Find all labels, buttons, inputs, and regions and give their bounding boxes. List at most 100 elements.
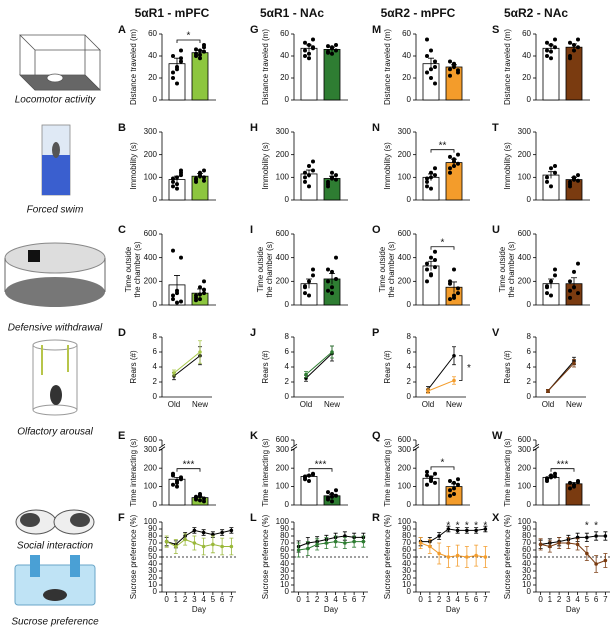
y-tick-label: 2 bbox=[153, 377, 158, 386]
y-tick-label: 100 bbox=[144, 172, 158, 181]
x-tick-label: Old bbox=[300, 400, 312, 409]
significance-label: * bbox=[465, 521, 469, 532]
y-tick-label: 0 bbox=[153, 95, 158, 104]
data-point bbox=[175, 300, 179, 305]
data-point bbox=[307, 56, 311, 61]
panel-letter: D bbox=[118, 327, 126, 339]
data-point bbox=[307, 173, 311, 178]
data-point bbox=[568, 56, 572, 61]
y-tick-label: 60 bbox=[148, 545, 157, 554]
data-point bbox=[429, 255, 433, 260]
significance-label: * bbox=[467, 363, 471, 374]
y-tick-label: 50 bbox=[522, 552, 531, 561]
data-point bbox=[576, 479, 580, 484]
y-tick-label: 600 bbox=[144, 435, 158, 444]
data-point bbox=[171, 248, 175, 253]
data-point bbox=[303, 291, 307, 296]
data-point bbox=[452, 480, 456, 485]
x-tick-label: 5 bbox=[585, 595, 590, 604]
y-tick-label: 100 bbox=[518, 517, 532, 526]
panel-letter: R bbox=[372, 512, 380, 524]
data-point bbox=[179, 170, 183, 175]
x-tick-label: 7 bbox=[603, 595, 608, 604]
error-bar bbox=[548, 171, 554, 179]
data-point bbox=[306, 546, 310, 551]
y-tick-label: 90 bbox=[522, 524, 531, 533]
data-point bbox=[202, 499, 206, 504]
x-tick-label: 6 bbox=[474, 595, 479, 604]
data-point bbox=[425, 70, 429, 75]
y-tick-label: 600 bbox=[398, 435, 412, 444]
y-axis-label: the chamber (s) bbox=[265, 241, 274, 297]
y-tick-label: 50 bbox=[402, 552, 411, 561]
y-tick-label: 20 bbox=[280, 573, 289, 582]
y-tick-label: 0 bbox=[153, 195, 158, 204]
data-point bbox=[229, 528, 234, 533]
data-point bbox=[568, 184, 572, 189]
data-point bbox=[465, 555, 469, 559]
x-tick-label: New bbox=[566, 400, 582, 409]
data-point bbox=[572, 269, 576, 274]
y-tick-label: 100 bbox=[276, 517, 290, 526]
data-point bbox=[448, 297, 452, 302]
data-point bbox=[202, 178, 206, 183]
data-point bbox=[194, 51, 198, 56]
significance-bracket bbox=[430, 246, 455, 250]
data-point bbox=[171, 54, 175, 58]
data-point bbox=[549, 166, 553, 171]
data-point bbox=[311, 37, 315, 42]
data-point bbox=[549, 49, 553, 54]
data-point bbox=[446, 527, 451, 531]
data-point bbox=[452, 353, 456, 358]
data-point bbox=[303, 284, 307, 289]
y-tick-label: 0 bbox=[407, 95, 412, 104]
y-tick-label: 40 bbox=[148, 559, 157, 568]
data-point bbox=[448, 67, 452, 72]
data-point bbox=[179, 56, 183, 61]
data-point bbox=[452, 159, 456, 164]
data-point bbox=[448, 488, 452, 493]
y-tick-label: 0 bbox=[527, 392, 532, 401]
data-point bbox=[330, 269, 334, 274]
data-point bbox=[198, 52, 202, 57]
y-tick-label: 0 bbox=[153, 392, 158, 401]
y-tick-label: 400 bbox=[276, 253, 290, 262]
data-point bbox=[425, 179, 429, 184]
data-point bbox=[456, 152, 460, 157]
y-axis-label: Distance traveled (m) bbox=[261, 29, 270, 105]
data-point bbox=[576, 261, 580, 266]
y-tick-label: 8 bbox=[285, 332, 290, 341]
y-tick-label: 200 bbox=[276, 276, 290, 285]
y-tick-label: 70 bbox=[148, 538, 157, 547]
data-point bbox=[425, 261, 429, 266]
data-point bbox=[553, 45, 557, 50]
data-point bbox=[465, 528, 469, 533]
data-point bbox=[549, 279, 553, 284]
y-tick-label: 0 bbox=[285, 95, 290, 104]
y-tick-label: 20 bbox=[522, 573, 531, 582]
data-point bbox=[549, 56, 553, 61]
data-point bbox=[307, 279, 311, 284]
illustration-olfactory bbox=[32, 339, 78, 416]
data-point bbox=[603, 558, 608, 563]
illustration-locomotor bbox=[19, 34, 101, 91]
data-point bbox=[545, 40, 549, 45]
data-point bbox=[452, 164, 456, 168]
y-tick-label: 0 bbox=[527, 195, 532, 204]
data-point bbox=[330, 494, 334, 499]
y-tick-label: 60 bbox=[402, 545, 411, 554]
data-point bbox=[545, 48, 549, 53]
data-point bbox=[202, 43, 206, 47]
data-point bbox=[211, 542, 215, 547]
x-tick-label: Old bbox=[422, 400, 434, 409]
data-point bbox=[545, 179, 549, 184]
y-tick-label: 200 bbox=[144, 463, 158, 472]
x-tick-label: 1 bbox=[548, 595, 553, 604]
data-point bbox=[545, 54, 549, 58]
data-point bbox=[326, 267, 330, 272]
y-axis-label: Immobility (s) bbox=[261, 142, 270, 190]
y-tick-label: 400 bbox=[144, 253, 158, 262]
y-axis-label: Time outside bbox=[124, 246, 133, 292]
y-axis-label: Time outside bbox=[498, 246, 507, 292]
data-point bbox=[474, 553, 478, 558]
